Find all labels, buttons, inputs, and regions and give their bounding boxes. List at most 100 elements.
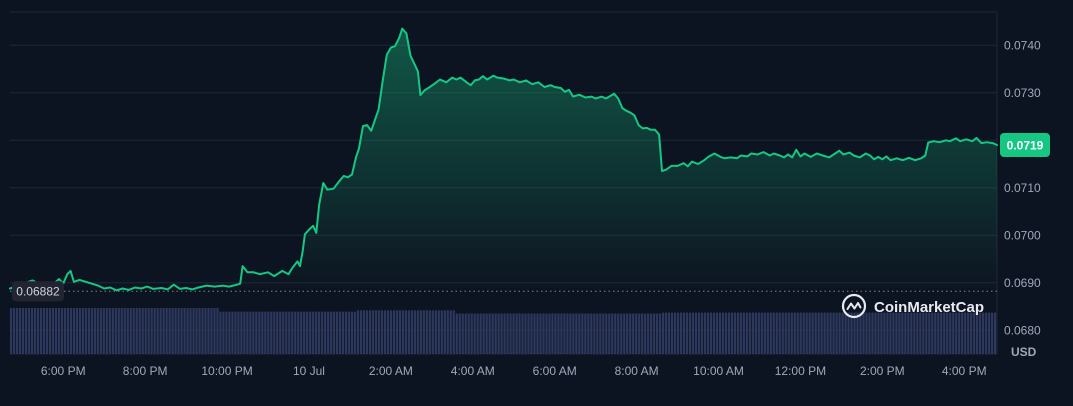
volume-bar [533,313,536,354]
volume-bar [180,308,183,354]
volume-bar [805,312,808,354]
volume-bar [419,310,422,354]
volume-bar [210,308,213,354]
volume-bar [844,312,847,354]
volume-bar [21,308,25,354]
volume-bar [608,313,611,354]
volume-bar [192,308,195,354]
volume-bar [383,310,387,354]
volume-bar [108,308,111,354]
volume-bar [168,308,171,354]
x-tick-label: 4:00 PM [942,364,987,378]
volume-bar [593,313,596,354]
volume-bar [153,308,156,354]
volume-bar [294,311,297,354]
volume-bar [952,312,955,354]
volume-bar [670,312,674,354]
volume-bar [452,310,455,354]
volume-bar [353,311,357,354]
volume-bar [150,308,153,354]
volume-bar [120,308,123,354]
volume-bar [721,312,725,354]
volume-bar [51,308,55,354]
volume-bar [781,312,784,354]
volume-bar [650,313,653,354]
volume-bar [48,308,52,354]
volume-bar [57,308,61,354]
current-price-layer: 0.0719 [1000,133,1050,157]
volume-bars [10,308,997,354]
volume-bar [518,313,521,354]
y-tick-label: 0.0710 [1004,181,1041,195]
volume-bar [614,313,617,354]
volume-bar [87,308,90,354]
volume-bar [796,312,799,354]
volume-bar [446,310,449,354]
volume-bar [506,313,509,354]
volume-bar [339,311,342,354]
volume-bar [910,312,913,354]
volume-bar [129,308,132,354]
volume-bar [991,312,994,354]
volume-bar [264,311,267,354]
volume-bar [81,308,84,354]
volume-bar [222,311,225,354]
volume-bar [967,312,970,354]
volume-bar [934,312,937,354]
volume-bar [850,312,853,354]
volume-bar [377,310,381,354]
volume-bar [225,311,228,354]
volume-bar [282,311,285,354]
volume-bar [204,308,207,354]
volume-bar [461,313,464,354]
volume-bar [784,312,787,354]
volume-bar [162,308,165,354]
volume-bar [605,313,608,354]
volume-bar [623,313,626,354]
volume-bar [530,313,533,354]
volume-bar [958,312,961,354]
volume-bar [416,310,419,354]
volume-bar [183,308,186,354]
volume-bar [769,312,772,354]
volume-bar [201,308,204,354]
volume-bar [973,312,976,354]
x-axis: 6:00 PM 8:00 PM 10:00 PM 10 Jul 2:00 AM 4:00 … [41,364,987,378]
volume-bar [898,312,901,354]
volume-bar [362,310,366,354]
volume-bar [312,311,315,354]
volume-bar [344,311,348,354]
volume-bar [709,312,713,354]
volume-bar [39,308,43,354]
volume-bar [994,312,997,354]
volume-bar [473,313,476,354]
volume-bar [99,308,102,354]
volume-bar [638,313,641,354]
volume-bar [156,308,159,354]
volume-bar [575,313,578,354]
volume-bar [135,308,138,354]
volume-bar [787,312,790,354]
volume-bar [778,312,781,354]
volume-bar [482,313,485,354]
volume-bar [718,312,722,354]
volume-bar [401,310,404,354]
price-area [10,28,997,292]
volume-bar [611,313,614,354]
volume-bar [240,311,243,354]
volume-bar [970,312,973,354]
volume-bar [590,313,593,354]
x-tick-label: 2:00 PM [860,364,905,378]
volume-bar [955,312,958,354]
volume-bar [425,310,428,354]
volume-bar [620,313,623,354]
volume-bar [246,311,249,354]
volume-bar [216,308,219,354]
volume-bar [368,310,372,354]
volume-bar [458,313,461,354]
volume-bar [596,313,599,354]
volume-bar [820,312,823,354]
volume-bar [410,310,413,354]
volume-bar [398,310,402,354]
